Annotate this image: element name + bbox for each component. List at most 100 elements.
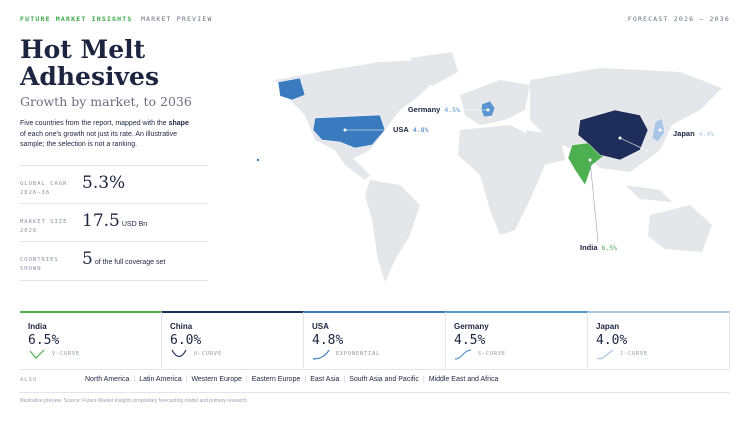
map-label-name: Japan xyxy=(673,129,695,138)
separator: · xyxy=(127,15,133,23)
map-label: USA 4.8% xyxy=(393,125,429,134)
stat: COUNTRIES SHOWN 5 of the full coverage set xyxy=(20,241,208,281)
divider: | xyxy=(304,376,307,383)
map-label-rate: 6.5% xyxy=(602,244,618,252)
card: USA 4.8% EXPONENTIAL xyxy=(304,311,446,368)
stat: MARKET SIZE 2026 17.5 USD Bn xyxy=(20,203,208,242)
land xyxy=(275,52,722,282)
country-shape xyxy=(277,77,306,101)
stat-rule xyxy=(20,280,208,281)
country-dot xyxy=(343,128,347,132)
card-name: Germany xyxy=(454,322,489,331)
divider: | xyxy=(422,376,425,383)
map-label-rate: 4.0% xyxy=(699,130,715,138)
country-dot xyxy=(588,158,592,162)
stat-label-line: 2026 xyxy=(20,228,38,234)
card-curve: J-CURVE xyxy=(620,351,649,357)
divider: | xyxy=(185,376,188,383)
sparkline xyxy=(312,349,330,360)
region: Western Europe xyxy=(191,376,242,383)
sparkline xyxy=(29,349,45,359)
sparkline xyxy=(596,349,614,360)
map-label-rate: 4.8% xyxy=(413,126,429,134)
intro-text: Five countries from the report, mapped w… xyxy=(20,120,169,127)
map-label-name: China xyxy=(652,152,674,161)
subtitle: Growth by market, to 2036 xyxy=(20,94,192,109)
country-shape xyxy=(312,114,386,149)
stat-number: 5 xyxy=(82,249,93,269)
map-label: China 6.0% xyxy=(652,152,693,161)
card: Germany 4.5% S-CURVE xyxy=(446,311,588,368)
sparkline xyxy=(454,349,472,360)
sparkline-path xyxy=(454,349,472,360)
stat-unit: of the full coverage set xyxy=(94,259,166,266)
region: North America xyxy=(85,376,130,383)
stat-label-line: 2026–36 xyxy=(20,190,51,196)
card-curve: S-CURVE xyxy=(478,351,507,357)
card-rate: 4.5% xyxy=(454,333,486,348)
intro: Five countries from the report, mapped w… xyxy=(20,119,190,151)
map: India 6.5% China 6.0% USA 4.8% Germany 4.5% Japa… xyxy=(256,52,722,282)
map-label-name: India xyxy=(580,243,598,252)
divider: | xyxy=(245,376,248,383)
stat: GLOBAL CAGR 2026–36 5.3% xyxy=(20,165,208,204)
leader-line xyxy=(589,159,599,243)
stat-label-line: GLOBAL CAGR xyxy=(20,181,68,187)
card-rate: 4.0% xyxy=(596,333,628,348)
map-label-rate: 4.5% xyxy=(444,106,460,114)
stat-value: 5 of the full coverage set xyxy=(82,249,165,269)
leader-line xyxy=(659,129,671,133)
card-name: India xyxy=(28,322,47,331)
intro-text: of each one's growth not just its rate. … xyxy=(20,130,177,149)
map-label: Germany 4.5% xyxy=(408,105,460,114)
sparkline xyxy=(171,349,187,358)
footer: Illustrative preview. Source: Future Mar… xyxy=(20,398,249,404)
card-curve: EXPONENTIAL xyxy=(336,351,381,357)
stat-value: 5.3% xyxy=(82,173,125,193)
country-dot xyxy=(486,108,490,112)
stat-value: 17.5 USD Bn xyxy=(82,211,147,231)
region: South Asia and Pacific xyxy=(349,376,419,383)
also-row: ALSO North America | Latin America | Western… xyxy=(20,369,730,393)
region: East Asia xyxy=(310,376,340,383)
stat-label: MARKET SIZE 2026 xyxy=(20,218,75,236)
map-label-name: Germany xyxy=(408,105,441,114)
card-name: USA xyxy=(312,322,329,331)
card: China 6.0% U-CURVE xyxy=(162,311,304,368)
card: India 6.5% V-CURVE xyxy=(20,311,162,368)
country-dot xyxy=(658,128,662,132)
stat-label: GLOBAL CAGR 2026–36 xyxy=(20,180,75,198)
region: Middle East and Africa xyxy=(428,376,499,383)
sparkline-path xyxy=(312,349,330,360)
stat-label-line: COUNTRIES xyxy=(20,257,59,263)
range: FORECAST 2026 – 2036 xyxy=(627,15,730,23)
also-label: ALSO xyxy=(20,377,38,383)
leader-line xyxy=(619,137,651,153)
stat-label-line: SHOWN xyxy=(20,266,42,272)
brand: FUTURE MARKET INSIGHTS xyxy=(20,15,133,23)
region: Latin America xyxy=(139,376,182,383)
stat-number: 5.3% xyxy=(82,173,126,193)
stat-label: COUNTRIES SHOWN xyxy=(20,256,75,274)
card-curve: U-CURVE xyxy=(194,351,223,357)
map-label: Japan 4.0% xyxy=(673,129,714,138)
card: Japan 4.0% J-CURVE xyxy=(588,311,730,368)
stat-label-line: MARKET SIZE xyxy=(20,219,68,225)
map-label-name: USA xyxy=(393,125,409,134)
map-label: India 6.5% xyxy=(580,243,617,252)
country-shape xyxy=(577,109,649,161)
sparkline-path xyxy=(171,349,187,358)
stat-number: 17.5 xyxy=(82,211,120,231)
regions: North America | Latin America | Western Euro… xyxy=(85,376,498,383)
divider: | xyxy=(133,376,136,383)
country-dot xyxy=(618,136,622,140)
card-rate: 6.5% xyxy=(28,333,60,348)
card-rate: 4.8% xyxy=(312,333,344,348)
card-name: Japan xyxy=(596,322,620,331)
section: MARKET PREVIEW xyxy=(141,15,213,23)
intro-bold: shape xyxy=(168,120,189,127)
region: Eastern Europe xyxy=(251,376,301,383)
stat-unit: USD Bn xyxy=(121,221,148,228)
sparkline-path xyxy=(596,349,614,360)
sparkline-path xyxy=(29,349,45,359)
